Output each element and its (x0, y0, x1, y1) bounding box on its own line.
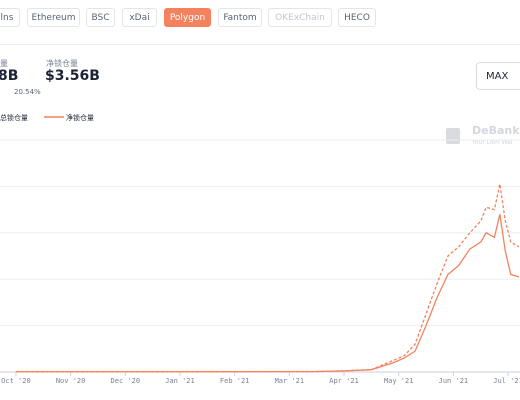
divider (0, 44, 520, 45)
series-line (15, 214, 520, 373)
stat-value: 8B (0, 68, 19, 84)
logo (446, 128, 460, 144)
chain-tab[interactable]: lns (0, 8, 20, 27)
x-tick-label: Apr '21 (329, 377, 359, 385)
range-button[interactable]: MAX (476, 62, 520, 90)
stat-change: 20.54% (14, 88, 41, 96)
chain-tab[interactable]: OKExChain (268, 8, 332, 27)
x-tick-label: Oct '20 (1, 377, 31, 385)
stat-label: 量 (0, 59, 8, 68)
x-tick-label: Feb '21 (220, 377, 250, 385)
x-tick-label: May '21 (384, 377, 414, 385)
x-tick-label: Nov '20 (56, 377, 86, 385)
x-tick-label: Mar '21 (275, 377, 305, 385)
chain-tab[interactable]: BSC (86, 8, 115, 27)
chain-tab[interactable]: HECO (338, 8, 376, 27)
legend-label: 总锁仓量 (0, 113, 28, 122)
x-tick-label: Dec '20 (111, 377, 141, 385)
legend-label: 净锁仓量 (66, 113, 94, 122)
series-line (15, 183, 520, 373)
chain-tab[interactable]: xDai (122, 8, 157, 27)
watermark-tagline: Your DeFi Wal (471, 139, 513, 146)
stat-value: $3.56B (45, 68, 100, 84)
x-tick-label: Jul '21 (493, 377, 520, 385)
chain-tab[interactable]: Ethereum (27, 8, 80, 27)
chain-tab[interactable]: Fantom (218, 8, 262, 27)
chain-tab[interactable]: Polygon (164, 8, 211, 27)
watermark-brand: DeBank (472, 124, 520, 137)
x-tick-label: Jun '21 (439, 377, 469, 385)
x-tick-label: Jan '21 (165, 377, 195, 385)
stat-label: 净锁仓量 (46, 59, 78, 68)
